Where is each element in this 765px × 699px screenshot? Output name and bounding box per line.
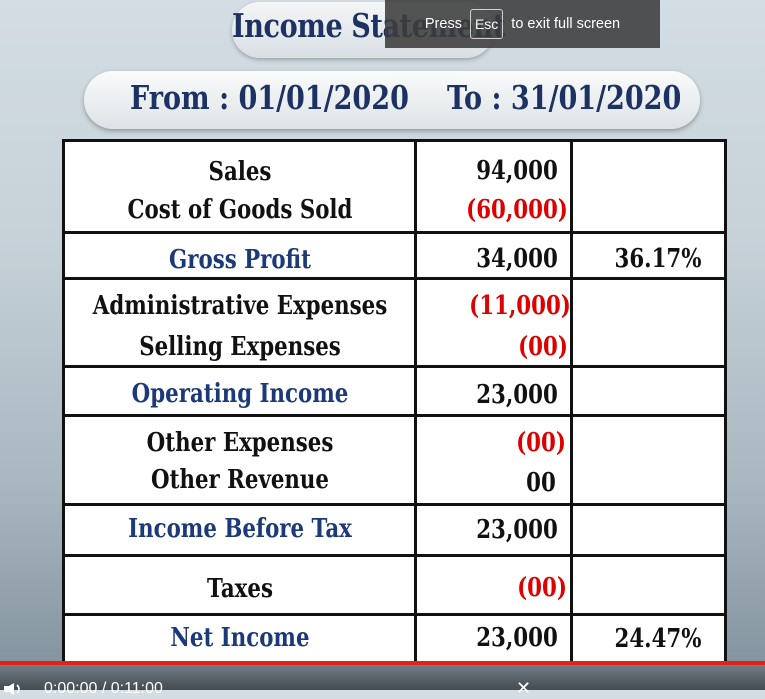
gross-profit-label: Gross Profit	[169, 245, 311, 275]
row-divider	[65, 503, 724, 506]
to-date: To : 31/01/2020	[447, 78, 682, 117]
sales-label: Sales	[208, 157, 272, 187]
other-expenses-amount: (00)	[516, 428, 566, 458]
toast-suffix: to exit full screen	[511, 16, 621, 32]
row-divider	[65, 277, 724, 280]
income-statement-table: Sales Cost of Goods Sold Gross Profit Ad…	[62, 139, 727, 664]
admin-expenses-amount: (11,000)	[469, 291, 571, 321]
operating-income-amount: 23,000	[476, 380, 558, 410]
toast-press: Press	[424, 16, 462, 32]
fullscreen-toast: Press Esc to exit full screen	[385, 0, 660, 48]
close-icon[interactable]: ✕	[516, 678, 532, 698]
net-income-amount: 23,000	[476, 623, 558, 653]
column-divider	[570, 142, 573, 661]
time-readout: 0:00:00 / 0:11:00	[44, 680, 163, 697]
column-divider	[414, 142, 417, 661]
video-progress-bar[interactable]	[0, 661, 765, 665]
cogs-amount: (60,000)	[466, 195, 568, 225]
other-expenses-label: Other Expenses	[146, 428, 334, 458]
income-before-tax-amount: 23,000	[476, 515, 558, 545]
net-income-label: Net Income	[170, 623, 310, 653]
admin-expenses-label: Administrative Expenses	[92, 291, 388, 321]
other-revenue-label: Other Revenue	[151, 465, 329, 495]
date-range-pill	[84, 71, 700, 129]
row-divider	[65, 414, 724, 417]
cogs-label: Cost of Goods Sold	[127, 195, 353, 225]
net-income-percent: 24.47%	[614, 624, 702, 654]
player-controls-bar	[0, 665, 765, 690]
selling-expenses-label: Selling Expenses	[139, 332, 341, 362]
row-divider	[65, 231, 724, 234]
taxes-amount: (00)	[517, 573, 567, 603]
sales-amount: 94,000	[476, 156, 558, 186]
other-revenue-amount: 00	[526, 468, 556, 498]
from-date: From : 01/01/2020	[130, 78, 409, 117]
operating-income-label: Operating Income	[131, 379, 349, 409]
row-divider	[65, 613, 724, 616]
selling-expenses-amount: (00)	[518, 332, 568, 362]
gross-profit-amount: 34,000	[476, 244, 558, 274]
gross-profit-percent: 36.17%	[614, 244, 702, 274]
esc-key: Esc	[469, 9, 504, 39]
row-divider	[65, 554, 724, 557]
income-before-tax-label: Income Before Tax	[128, 514, 352, 544]
taxes-label: Taxes	[207, 574, 273, 604]
row-divider	[65, 365, 724, 368]
